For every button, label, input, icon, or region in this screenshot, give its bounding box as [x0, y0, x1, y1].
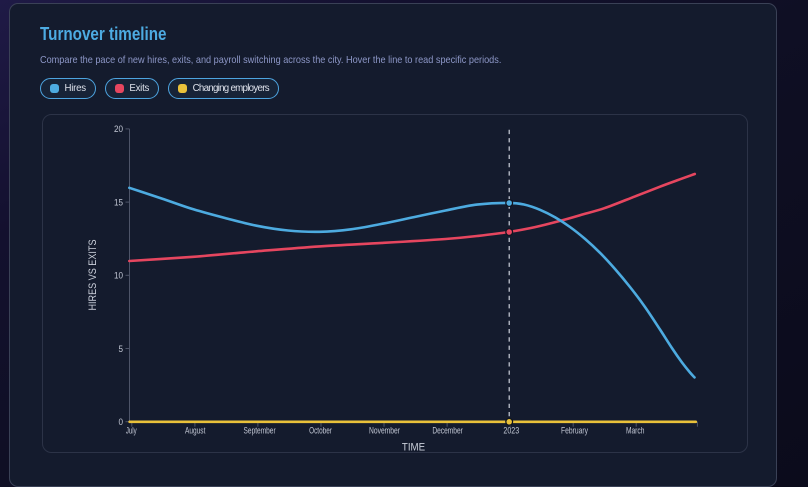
- svg-text:November: November: [369, 426, 400, 436]
- svg-text:September: September: [244, 426, 276, 436]
- svg-text:5: 5: [119, 344, 124, 354]
- svg-text:10: 10: [114, 271, 123, 281]
- svg-text:20: 20: [114, 124, 123, 134]
- svg-text:August: August: [185, 426, 206, 436]
- svg-text:15: 15: [114, 197, 123, 207]
- svg-text:0: 0: [119, 417, 124, 427]
- svg-text:December: December: [432, 426, 463, 436]
- svg-text:February: February: [561, 426, 588, 436]
- svg-text:July: July: [126, 426, 137, 436]
- svg-text:HIRES VS EXITS: HIRES VS EXITS: [87, 240, 99, 311]
- svg-text:March: March: [626, 426, 645, 436]
- svg-text:October: October: [309, 426, 332, 436]
- svg-text:TIME: TIME: [402, 442, 425, 454]
- svg-text:2023: 2023: [503, 426, 519, 436]
